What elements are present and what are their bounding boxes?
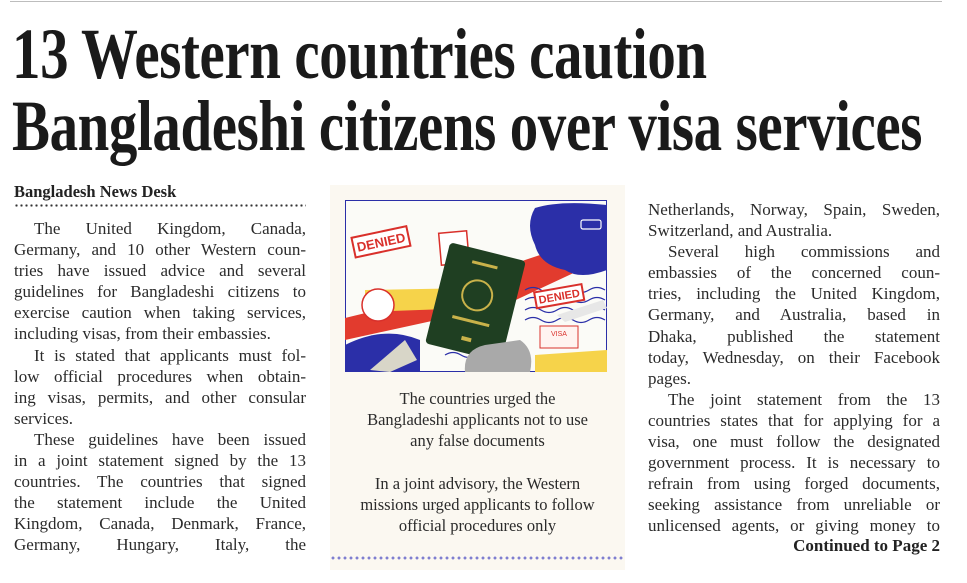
text-line: seeking assistance from unreliable or: [648, 495, 940, 515]
text-line: Switzerland, and Australia.: [648, 221, 833, 241]
text-line: Germany, and 10 other Western coun-: [14, 240, 306, 260]
article-column-left: The United Kingdom, Canada, Germany, and …: [14, 218, 306, 556]
text-line: countries. The countries that signed: [14, 472, 306, 492]
caption-line: The countries urged the: [399, 389, 556, 408]
byline: Bangladesh News Desk: [14, 182, 177, 201]
caption-line: any false documents: [410, 431, 545, 451]
text-line: services.: [14, 408, 74, 428]
dotted-divider-purple: [330, 556, 625, 560]
text-line: The United Kingdom, Canada,: [34, 219, 306, 238]
stamp-visa: VISA: [551, 331, 567, 338]
text-line: tries have issued advice and several: [14, 261, 306, 281]
text-line: including visas, from their embassies.: [14, 324, 271, 344]
text-line: exercise caution when taking services,: [14, 303, 306, 323]
top-rule: [10, 1, 942, 2]
photo-caption-2: In a joint advisory, the Western mission…: [330, 473, 625, 537]
passport-illustration: DENIED DENIED VISA: [345, 200, 607, 372]
text-line: Kingdom, Canada, Denmark, France,: [14, 514, 306, 534]
caption-line: missions urged applicants to follow: [360, 495, 595, 515]
text-line: unlicensed agents, or giving money to: [648, 516, 940, 536]
headline-line-1: 13 Western countries caution: [12, 14, 707, 94]
caption-line: In a joint advisory, the Western: [374, 474, 581, 493]
caption-line: Bangladeshi applicants not to use: [367, 410, 588, 430]
text-line: tries, including the United Kingdom,: [648, 284, 940, 304]
text-line: the statement include the United: [14, 493, 306, 513]
continued-link[interactable]: Continued to Page 2: [793, 536, 940, 555]
text-line: Germany, Hungary, Italy, the: [14, 535, 306, 555]
text-line: today, Wednesday, on their Facebook: [648, 347, 940, 367]
text-line: The joint statement from the 13: [668, 389, 940, 409]
text-line: visa, one must follow the designated: [648, 432, 940, 452]
text-line: Several high commissions and: [668, 242, 940, 262]
photo-panel: DENIED DENIED VISA The countries urged t…: [330, 185, 625, 570]
text-line: pages.: [648, 368, 691, 388]
text-line: ing visas, permits, and other consular: [14, 387, 306, 407]
text-line: Netherlands, Norway, Spain, Sweden,: [648, 200, 940, 219]
text-line: refrain from using forged documents,: [648, 474, 940, 494]
headline-line-2: Bangladeshi citizens over visa services: [12, 86, 923, 166]
text-line: countries states that for applying for a: [648, 410, 940, 430]
text-line: embassies of the concerned coun-: [648, 263, 940, 283]
photo-caption-1: The countries urged the Bangladeshi appl…: [330, 388, 625, 452]
text-line: low official procedures when obtain-: [14, 366, 306, 386]
article-column-right: Netherlands, Norway, Spain, Sweden, Switz…: [648, 199, 940, 537]
text-line: government process. It is necessary to: [648, 453, 940, 473]
dotted-divider: [14, 204, 306, 207]
text-line: It is stated that applicants must fol-: [34, 345, 306, 365]
text-line: guidelines for Bangladeshi citizens to: [14, 282, 306, 302]
text-line: These guidelines have been issued: [34, 429, 306, 449]
text-line: in a joint statement signed by the 13: [14, 451, 306, 471]
text-line: Germany, and Australia, based in: [648, 305, 940, 325]
text-line: Dhaka, published the statement: [648, 326, 940, 346]
caption-line: official procedures only: [398, 516, 557, 536]
